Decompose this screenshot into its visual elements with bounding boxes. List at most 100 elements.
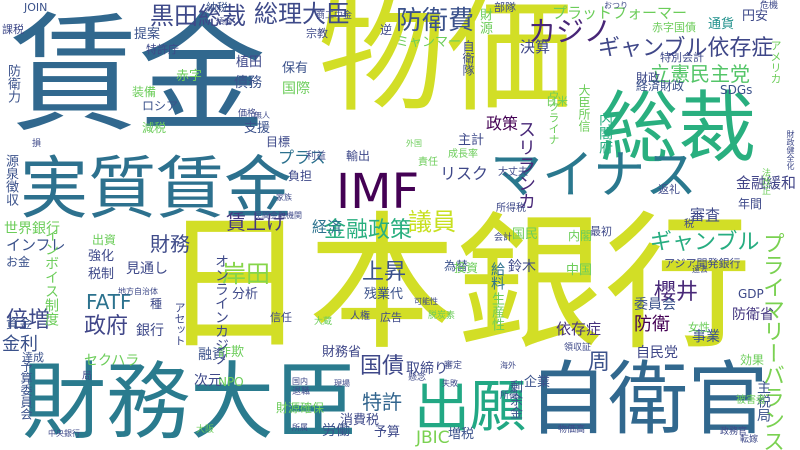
word: 目標 — [266, 135, 291, 149]
word: 支援 — [244, 121, 271, 136]
word: 国際 — [282, 81, 310, 97]
word: 種 — [150, 297, 163, 311]
word: 強化 — [88, 249, 115, 264]
word: 国債 — [360, 354, 405, 379]
word: 議員 — [408, 208, 456, 236]
word: 脱炭素 — [428, 311, 456, 321]
word: 転嫁 — [740, 435, 759, 445]
word: 損 — [32, 139, 42, 149]
word: 鈴木 — [508, 259, 536, 275]
word: 負担 — [288, 169, 313, 183]
word: 倍増 — [6, 308, 51, 333]
word: 失敗 — [442, 379, 458, 388]
word: 世界銀行 — [4, 221, 60, 237]
word: 税 — [684, 219, 694, 230]
word: 無人 — [254, 111, 270, 120]
word: 防衛力 — [5, 64, 20, 103]
word: 赤字国債 — [652, 21, 696, 34]
word: 特別会計 — [660, 51, 704, 64]
word: 次元 — [194, 373, 222, 389]
word: 家族 — [276, 193, 292, 202]
word: 懸念 — [408, 373, 427, 383]
word: 通貨 — [708, 17, 735, 32]
word: プラットフォーマー — [552, 4, 688, 22]
word: 増税 — [448, 427, 475, 442]
word: 退職 — [292, 387, 311, 397]
word: 経済財政 — [636, 79, 685, 93]
word: 分析 — [232, 287, 259, 302]
word: アセット — [173, 302, 186, 346]
word: 保有 — [282, 61, 309, 76]
word: 残業代 — [364, 287, 404, 302]
word: オンラインカジノ — [213, 254, 229, 366]
word: 債務 — [234, 75, 262, 91]
word: 日本銀行 — [160, 198, 752, 370]
word: NPO — [218, 375, 244, 389]
word: 金融政策 — [324, 218, 413, 243]
word: 最初 — [590, 225, 612, 238]
word: 利益 — [306, 151, 326, 162]
word: 信任 — [270, 311, 292, 324]
word: 所属 — [292, 423, 308, 432]
word: 投資 — [454, 261, 479, 275]
word: 取締り — [406, 361, 448, 377]
word: 商工中金 — [316, 11, 353, 21]
word: マイナス — [490, 146, 697, 206]
word: 賃上げ — [226, 210, 286, 234]
word: プライマリーバランス — [759, 232, 784, 450]
word: 植田 — [236, 55, 263, 70]
word: 総裁 — [600, 84, 757, 174]
word: 財務 — [150, 232, 190, 256]
word: 課税 — [2, 23, 24, 36]
word: 出資 — [92, 233, 117, 247]
word: プラス — [278, 148, 326, 167]
word: 財務省 — [322, 345, 362, 360]
word: 予算 — [374, 425, 401, 440]
word: 防衛費 — [396, 6, 475, 36]
word: 経済 — [312, 218, 343, 236]
word: 大臣所信 — [577, 84, 591, 132]
word: 大阪 — [196, 425, 215, 435]
word: 自衛官 — [528, 353, 768, 446]
word: インボイス制度 — [43, 228, 59, 326]
word: ミャンマー — [396, 35, 462, 50]
word: 主税局 — [755, 380, 771, 422]
word: 防衛省 — [732, 307, 774, 323]
word: ギャンブル依存症 — [598, 36, 774, 61]
word: IMF — [336, 164, 420, 220]
word: FATF — [86, 290, 132, 314]
word: 税制 — [88, 267, 115, 282]
word: 所得税 — [496, 203, 526, 214]
word: 国民 — [512, 227, 539, 242]
word: 金利 — [2, 334, 38, 355]
word: 内閣府 — [597, 112, 613, 154]
word: 政策 — [486, 114, 519, 133]
word: 所得 — [500, 391, 519, 401]
word: 審定 — [444, 361, 463, 371]
word: 達成 — [22, 351, 44, 364]
word: 岸田 — [222, 260, 270, 288]
word: インフレ — [6, 236, 66, 254]
word: 特許 — [362, 390, 402, 414]
word: 実質賃金 — [20, 150, 293, 229]
word: 依存症 — [556, 320, 602, 338]
word: アメリカ — [769, 40, 782, 84]
word: 剰余金 — [507, 380, 522, 419]
word: 財源 — [477, 8, 492, 34]
word: 返礼 — [658, 183, 680, 196]
word: ウクライナ — [547, 90, 560, 145]
word: セクハラ — [84, 353, 140, 369]
word: 給料 — [489, 262, 505, 290]
word: JOIN — [24, 1, 48, 14]
word: 領収証 — [564, 343, 592, 353]
word: 国内 — [292, 377, 308, 386]
word: 物価 — [318, 0, 575, 130]
word: 物価高 — [558, 425, 586, 435]
word: 賃金 — [10, 1, 267, 150]
word: 財務大臣 — [22, 353, 359, 450]
word: 財源確保 — [276, 401, 325, 415]
word: 地方自治体 — [118, 287, 158, 296]
word: 局 — [82, 371, 92, 382]
word: 政府 — [84, 314, 129, 339]
